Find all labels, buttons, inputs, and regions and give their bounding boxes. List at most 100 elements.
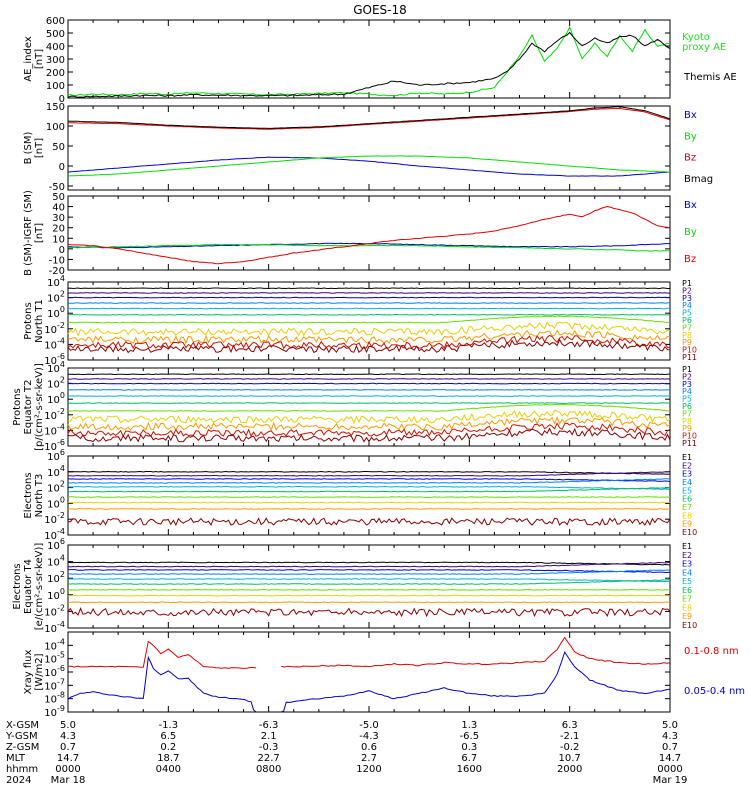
footer-cell: -6.3 xyxy=(259,720,279,731)
y-tick-label: 102 xyxy=(47,290,65,305)
y-tick-label: 200 xyxy=(46,68,65,79)
legend-bmag: Bmag xyxy=(684,174,713,185)
channel-line-p10 xyxy=(67,422,671,438)
y-tick-label: 102 xyxy=(47,570,65,585)
channel-label-e2: E2 xyxy=(682,551,692,560)
y-tick-label: 100 xyxy=(47,391,65,406)
y-tick-label: 10-2 xyxy=(44,603,65,618)
channel-line-p8 xyxy=(67,409,671,425)
footer-cell: 0.3 xyxy=(461,742,477,753)
legend-0-1-0-8-nm: 0.1-0.8 nm xyxy=(684,646,739,657)
channel-label-e3: E3 xyxy=(682,560,692,569)
channel-label-e8: E8 xyxy=(682,603,692,612)
channel-line-p5 xyxy=(67,395,671,397)
channel-label-p5: P5 xyxy=(682,309,692,318)
footer-cell: 2.1 xyxy=(261,731,277,742)
channel-label-p2: P2 xyxy=(682,286,692,295)
channel-line-e1 xyxy=(67,561,671,566)
y-axis-label: B (SM)-IGRF (SM) xyxy=(23,190,34,276)
channel-line-p3 xyxy=(67,382,671,385)
channel-line-e10 xyxy=(67,607,671,618)
channel-line-p1 xyxy=(67,373,671,376)
footer-row-label: MLT xyxy=(6,753,26,764)
panel-frame xyxy=(67,195,671,271)
channel-label-p11: P11 xyxy=(682,439,697,448)
footer-cell: Mar 18 xyxy=(51,775,86,786)
footer-row-label: Z-GSM xyxy=(6,742,39,753)
channel-label-p7: P7 xyxy=(682,323,692,332)
channel-line-e9 xyxy=(67,508,671,510)
y-tick-label: 100 xyxy=(46,81,65,92)
y-tick-label: 102 xyxy=(47,376,65,391)
panel-frame xyxy=(67,19,671,99)
series-line-by xyxy=(68,243,671,252)
panel-frame xyxy=(67,631,671,713)
footer-row-label: Y-GSM xyxy=(5,731,38,742)
footer-cell: 6.7 xyxy=(461,753,477,764)
y-tick-label: 10-4 xyxy=(44,637,65,652)
y-tick-label: 500 xyxy=(46,29,65,40)
channel-label-p8: P8 xyxy=(682,417,692,426)
y-tick-label: 104 xyxy=(47,464,65,479)
channel-line-e7 xyxy=(68,496,671,498)
footer-cell: -0.2 xyxy=(560,742,580,753)
channel-line-p6 xyxy=(67,402,671,404)
legend-proxy-ae: proxy AE xyxy=(682,42,726,53)
channel-line-e8 xyxy=(67,594,671,597)
y-tick-label: 40 xyxy=(52,203,65,214)
y-tick-label: 10-7 xyxy=(44,677,65,692)
panel-ae: 600 500 400 300 200 100 0 AE_index [nT] Kyotoprox… xyxy=(23,16,737,105)
footer-cell: 0.2 xyxy=(160,742,176,753)
y-axis-label: Electrons xyxy=(12,563,23,609)
y-tick-label: 100 xyxy=(46,122,65,133)
channel-line-e7 xyxy=(67,588,671,591)
y-tick-label: 10-2 xyxy=(44,511,65,526)
channel-line-e4 xyxy=(67,569,671,575)
channel-label-p6: P6 xyxy=(682,316,692,325)
series-line-bx xyxy=(67,156,671,177)
channel-line-p2 xyxy=(67,378,671,380)
y-tick-label: -20 xyxy=(49,266,65,277)
y-tick-label: 300 xyxy=(46,55,65,66)
footer-cell: 0.6 xyxy=(361,742,377,753)
series-line-kyoto-proxy-ae xyxy=(67,25,671,97)
channel-line-e10 xyxy=(67,517,671,527)
y-tick-label: 50 xyxy=(52,142,65,153)
channel-line-e9 xyxy=(68,601,671,604)
y-tick-label: 400 xyxy=(46,42,65,53)
y-axis-label: [nT] xyxy=(34,223,45,243)
channel-line-e5 xyxy=(67,578,671,583)
y-axis-label: Protons xyxy=(12,388,23,425)
channel-line-e2 xyxy=(67,561,671,568)
y-tick-label: 10-6 xyxy=(44,352,65,367)
series-line-by xyxy=(67,155,671,177)
channel-label-e9: E9 xyxy=(682,520,692,529)
channel-line-p9 xyxy=(67,416,671,432)
channel-label-e8: E8 xyxy=(682,511,692,520)
legend-kyoto: Kyoto xyxy=(682,32,710,43)
y-tick-label: 10-8 xyxy=(44,691,65,706)
channel-line-p7 xyxy=(67,315,671,324)
channel-label-p3: P3 xyxy=(682,294,692,303)
channel-label-e4: E4 xyxy=(682,478,692,487)
y-axis-label: Protons xyxy=(23,302,34,339)
y-axis-label: North T3 xyxy=(34,474,45,518)
series-line-bmag xyxy=(67,106,671,129)
footer-cell: 0800 xyxy=(256,764,281,775)
channel-label-p10: P10 xyxy=(682,432,697,441)
figure-title: GOES-18 xyxy=(353,3,407,17)
channel-label-p4: P4 xyxy=(682,387,692,396)
legend-by: By xyxy=(684,131,697,142)
channel-label-e6: E6 xyxy=(682,495,692,504)
footer-cell: 1600 xyxy=(457,764,482,775)
footer-cell: 4.3 xyxy=(662,731,678,742)
channel-line-e5 xyxy=(67,485,671,490)
footer-cell: -1.3 xyxy=(159,720,179,731)
y-tick-label: 10-6 xyxy=(44,664,65,679)
footer-cell: 0.7 xyxy=(662,742,678,753)
footer-cell: -2.1 xyxy=(560,731,580,742)
y-tick-label: 10-4 xyxy=(44,620,65,635)
channel-label-p5: P5 xyxy=(682,395,692,404)
y-tick-label: 104 xyxy=(47,554,65,569)
